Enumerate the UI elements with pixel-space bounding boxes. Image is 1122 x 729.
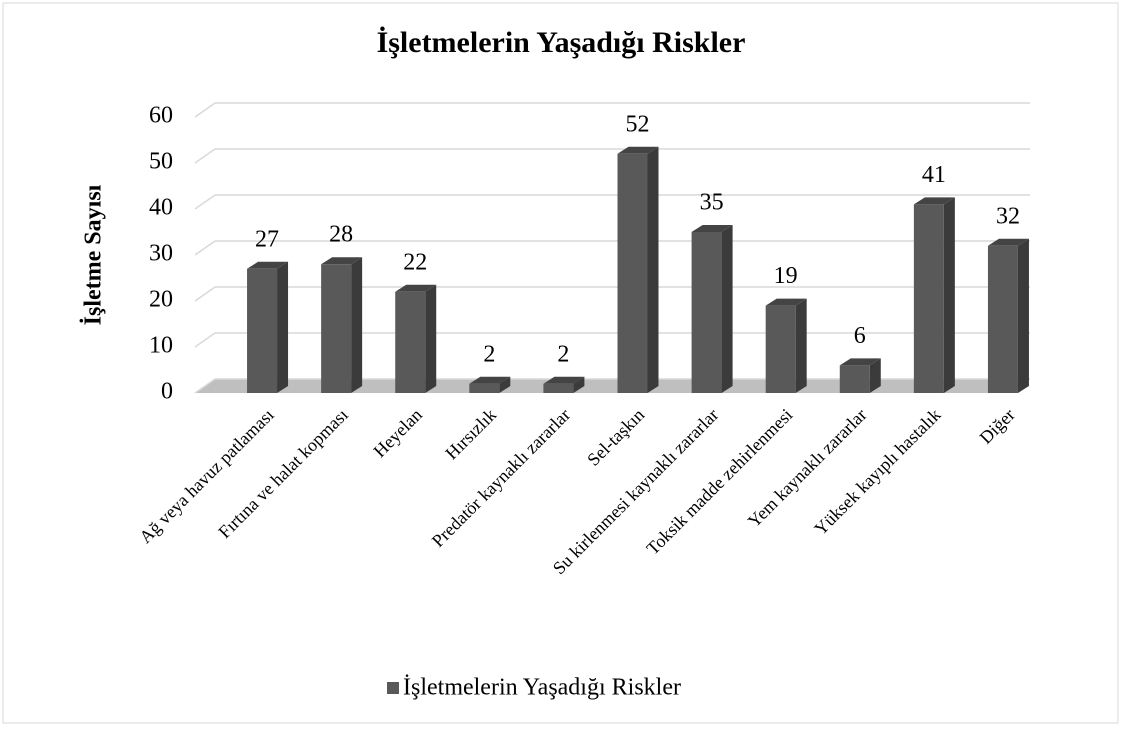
bar [987,238,1029,393]
bar-top [765,298,807,306]
bar-front [691,232,722,393]
bar [617,146,659,393]
bar-front [987,245,1018,393]
bar [395,284,437,393]
bar [839,358,881,393]
bar-side [277,261,289,393]
grid-line-side [194,194,216,210]
data-label: 6 [854,323,866,349]
floor [195,379,1030,393]
bar [913,197,955,393]
bar-front [617,153,648,393]
bar-side [943,197,955,393]
bar-top [987,238,1029,246]
grid-line-side [194,240,216,256]
bar-side [721,225,733,393]
bar [691,225,733,393]
y-tick-label: 50 [149,149,173,175]
grid-line-side [194,286,216,302]
chart-title: İşletmelerin Yaşadığı Riskler [377,26,746,59]
bar [321,257,363,393]
bar-top [469,376,511,384]
bar-side [869,358,881,393]
bar-front [543,383,574,393]
y-axis-title: İşletme Sayısı [81,184,107,325]
data-label: 27 [255,226,279,252]
bar-front [321,264,352,393]
legend-swatch [387,682,399,694]
y-tick-label: 20 [149,287,173,313]
data-label: 2 [483,341,495,367]
y-tick-label: 40 [149,195,173,221]
bar-front [469,383,500,393]
grid-line-side [194,332,216,348]
legend-label: İşletmelerin Yaşadığı Riskler [403,675,681,701]
bar-side [425,284,437,393]
bar [469,376,511,393]
bar-front [395,291,426,393]
bar-side [351,257,363,393]
bar-top [395,284,437,292]
bar-top [543,376,585,384]
bar-side [573,376,585,393]
y-tick-label: 0 [161,379,173,405]
bar-top [839,358,881,366]
y-tick-label: 60 [149,103,173,129]
data-label: 41 [922,162,946,188]
bar-front [839,365,870,393]
grid-line-side [194,378,216,394]
bar-side [499,376,511,393]
data-label: 52 [626,111,650,137]
bar-front [913,204,944,393]
bar [765,298,807,393]
grid-line-side [194,148,216,164]
data-label: 28 [329,222,353,248]
y-tick-label: 10 [149,333,173,359]
data-label: 32 [996,203,1020,229]
grid-line-side [194,102,216,118]
bar-front [765,305,796,393]
data-label: 22 [403,249,427,275]
bar [543,376,585,393]
bar-top [247,261,289,269]
y-tick-label: 30 [149,241,173,267]
bar-side [1017,238,1029,393]
bar-side [795,298,807,393]
bar-side [647,146,659,393]
bar-top [617,146,659,154]
data-label: 35 [700,190,724,216]
bar-top [321,257,363,265]
data-label: 19 [774,263,798,289]
bar [247,261,289,393]
bar-top [691,225,733,232]
data-label: 2 [557,341,569,367]
bar-top [913,197,955,205]
bar-front [247,268,278,393]
